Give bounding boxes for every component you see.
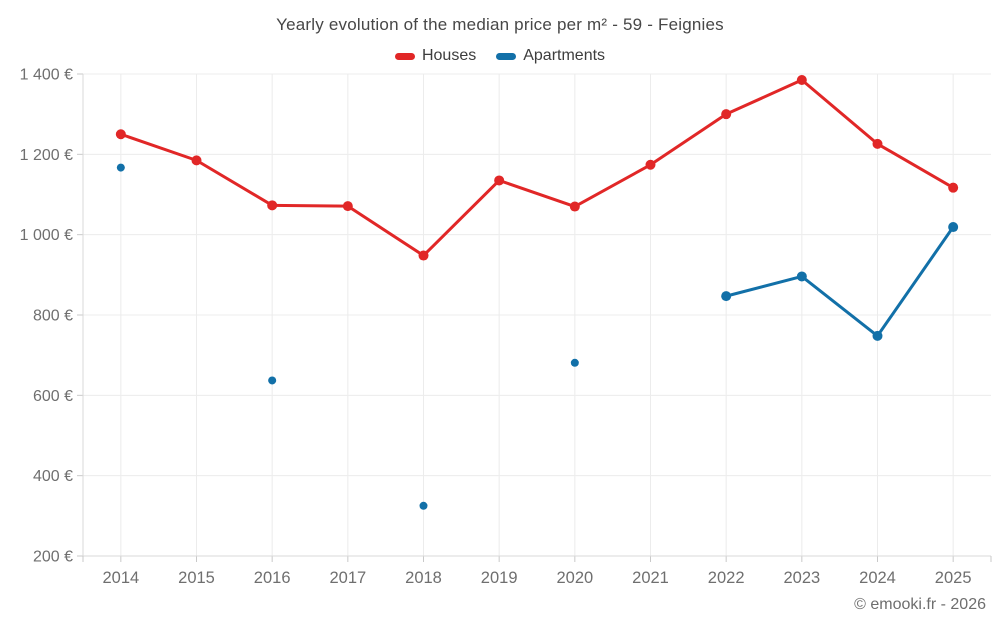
y-tick-label: 200 €	[33, 549, 73, 566]
x-tick-label: 2021	[632, 569, 669, 587]
x-tick-label: 2017	[329, 569, 366, 587]
houses-line-segment[interactable]	[573, 163, 652, 209]
apartments-point-2023[interactable]	[796, 271, 807, 282]
houses-line-segment[interactable]	[346, 204, 425, 258]
apartments-point-2025[interactable]	[948, 222, 959, 233]
x-tick-label: 2015	[178, 569, 215, 587]
houses-line-segment[interactable]	[119, 132, 198, 162]
apartments-point-2024[interactable]	[872, 330, 883, 341]
houses-point-2020[interactable]	[569, 201, 580, 212]
y-tick-label: 1 000 €	[20, 227, 73, 244]
houses-point-2015[interactable]	[191, 155, 202, 166]
y-tick-label: 400 €	[33, 468, 73, 485]
apartments-point-2022[interactable]	[721, 291, 732, 302]
y-tick-label: 800 €	[33, 308, 73, 325]
x-tick-label: 2023	[783, 569, 820, 587]
houses-series-swatch-icon	[394, 52, 415, 60]
apartments-point-2020[interactable]	[570, 358, 579, 367]
houses-line-segment[interactable]	[724, 78, 804, 116]
apartments-point-2018[interactable]	[419, 501, 428, 510]
legend-item-apartments[interactable]: Apartments	[496, 47, 605, 65]
houses-point-2021[interactable]	[645, 159, 656, 170]
houses-point-2022[interactable]	[721, 109, 732, 120]
houses-point-2014[interactable]	[115, 129, 126, 140]
y-tick-label: 1 400 €	[20, 67, 73, 84]
apartments-line-segment[interactable]	[876, 225, 955, 338]
houses-point-2018[interactable]	[418, 250, 429, 261]
houses-line-segment[interactable]	[422, 178, 501, 258]
houses-point-2024[interactable]	[872, 138, 883, 149]
x-tick-label: 2022	[708, 569, 745, 587]
x-tick-label: 2020	[556, 569, 593, 587]
y-tick-label: 1 200 €	[20, 147, 73, 164]
houses-point-2023[interactable]	[796, 75, 807, 86]
houses-line-segment[interactable]	[270, 203, 350, 208]
legend-item-houses[interactable]: Houses	[394, 47, 477, 65]
legend-label-apartments: Apartments	[523, 47, 606, 64]
legend-label-houses: Houses	[421, 47, 477, 64]
houses-point-2016[interactable]	[267, 200, 278, 211]
x-tick-label: 2018	[405, 569, 442, 587]
apartments-line-segment[interactable]	[800, 274, 879, 338]
houses-line-segment[interactable]	[649, 112, 728, 167]
apartments-line-segment[interactable]	[724, 274, 804, 298]
houses-point-2025[interactable]	[948, 182, 959, 193]
houses-point-2019[interactable]	[494, 175, 505, 186]
copyright: © emooki.fr - 2026	[854, 596, 986, 613]
x-tick-label: 2025	[935, 569, 972, 587]
x-tick-label: 2019	[481, 569, 518, 587]
apartments-point-2014[interactable]	[116, 163, 125, 172]
houses-line-segment[interactable]	[876, 142, 955, 190]
houses-point-2017[interactable]	[342, 201, 353, 212]
y-tick-label: 600 €	[33, 388, 73, 405]
apartments-point-2016[interactable]	[268, 376, 277, 385]
x-tick-label: 2024	[859, 569, 896, 587]
chart-title: Yearly evolution of the median price per…	[276, 15, 724, 34]
houses-line-segment[interactable]	[800, 78, 879, 146]
x-tick-label: 2014	[102, 569, 139, 587]
x-tick-label: 2016	[254, 569, 291, 587]
legend: Houses Apartments	[0, 46, 1000, 66]
houses-line-segment[interactable]	[195, 158, 274, 207]
houses-line-segment[interactable]	[497, 178, 577, 209]
apartments-series-swatch-icon	[496, 52, 517, 60]
